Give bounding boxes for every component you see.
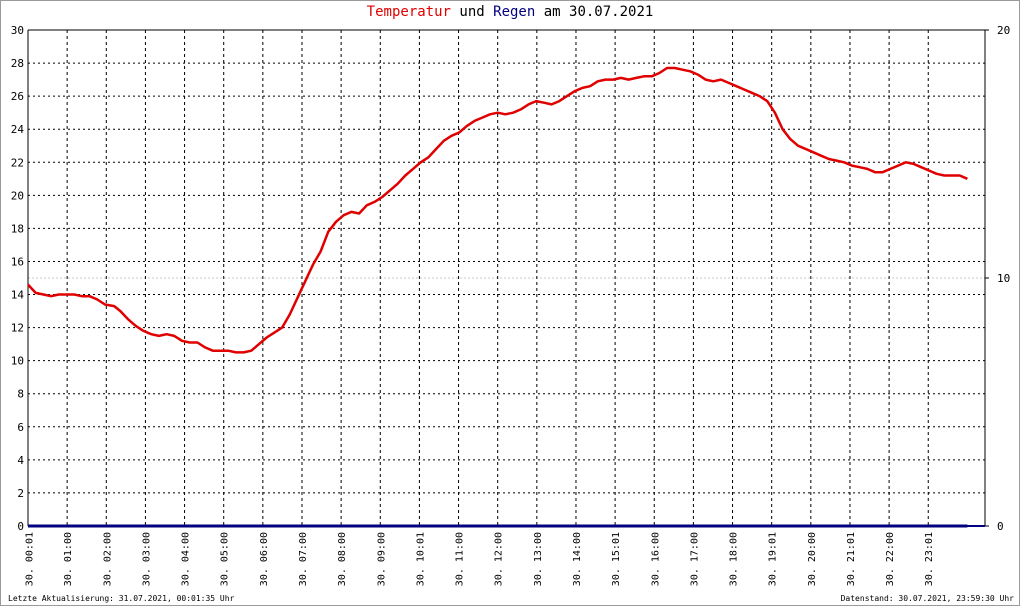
footer-last-update: Letzte Aktualisierung: 31.07.2021, 00:01… (8, 594, 235, 603)
x-tick-label: 30. 13:00 (533, 532, 544, 586)
x-tick-label: 30. 15:01 (611, 532, 622, 586)
x-tick-label: 30. 06:00 (259, 532, 270, 586)
y-left-tick-label: 10 (11, 355, 24, 368)
y-left-tick-label: 20 (11, 189, 24, 202)
x-tick-label: 30. 19:01 (768, 532, 779, 586)
y-left-tick-label: 28 (11, 57, 24, 70)
series-line-temperatur (27, 66, 968, 354)
x-tick-label: 30. 16:00 (650, 532, 661, 586)
x-tick-label: 30. 11:00 (455, 532, 466, 586)
y-left-tick-label: 14 (11, 289, 25, 302)
y-left-tick-label: 6 (17, 421, 24, 434)
footer-data-status: Datenstand: 30.07.2021, 23:59:30 Uhr (840, 594, 1014, 603)
x-tick-label: 30. 03:00 (141, 532, 152, 586)
y-right-tick-label: 20 (997, 24, 1010, 37)
y-left-tick-label: 12 (11, 322, 24, 335)
y-left-tick-label: 26 (11, 90, 24, 103)
title-und: und (459, 4, 485, 20)
x-tick-label: 30. 23:01 (924, 532, 935, 586)
x-tick-label: 30. 01:00 (63, 532, 74, 586)
y-left-tick-label: 22 (11, 156, 24, 169)
y-left-tick-label: 16 (11, 255, 24, 268)
x-tick-label: 30. 00:01 (25, 532, 36, 586)
y-left-tick-label: 2 (17, 487, 24, 500)
x-tick-label: 30. 10:01 (415, 532, 426, 586)
y-left-tick-label: 30 (11, 24, 24, 37)
x-tick-label: 30. 17:00 (689, 532, 700, 586)
x-tick-label: 30. 18:00 (729, 532, 740, 586)
x-tick-label: 30. 12:00 (494, 532, 505, 586)
title-date: am 30.07.2021 (543, 4, 654, 20)
x-tick-label: 30. 07:00 (298, 532, 309, 586)
x-tick-label: 30. 02:00 (102, 532, 113, 586)
x-tick-label: 30. 05:00 (220, 532, 231, 586)
x-tick-label: 30. 04:00 (181, 532, 192, 586)
y-left-tick-label: 0 (17, 520, 24, 533)
y-left-tick-label: 4 (17, 454, 24, 467)
y-right-tick-label: 0 (997, 520, 1004, 533)
x-tick-label: 30. 21:01 (846, 532, 857, 586)
y-left-tick-label: 18 (11, 222, 24, 235)
x-tick-label: 30. 08:00 (337, 532, 348, 586)
x-tick-label: 30. 22:00 (885, 532, 896, 586)
x-tick-label: 30. 20:00 (807, 532, 818, 586)
x-tick-label: 30. 09:00 (376, 532, 387, 586)
y-left-tick-label: 24 (11, 123, 25, 136)
x-tick-label: 30. 14:00 (572, 532, 583, 586)
chart-title: Temperatur und Regen am 30.07.2021 (0, 4, 1020, 20)
y-right-tick-label: 10 (997, 272, 1010, 285)
y-left-tick-label: 8 (17, 388, 24, 401)
title-temperatur: Temperatur (366, 4, 451, 20)
title-regen: Regen (493, 4, 536, 20)
